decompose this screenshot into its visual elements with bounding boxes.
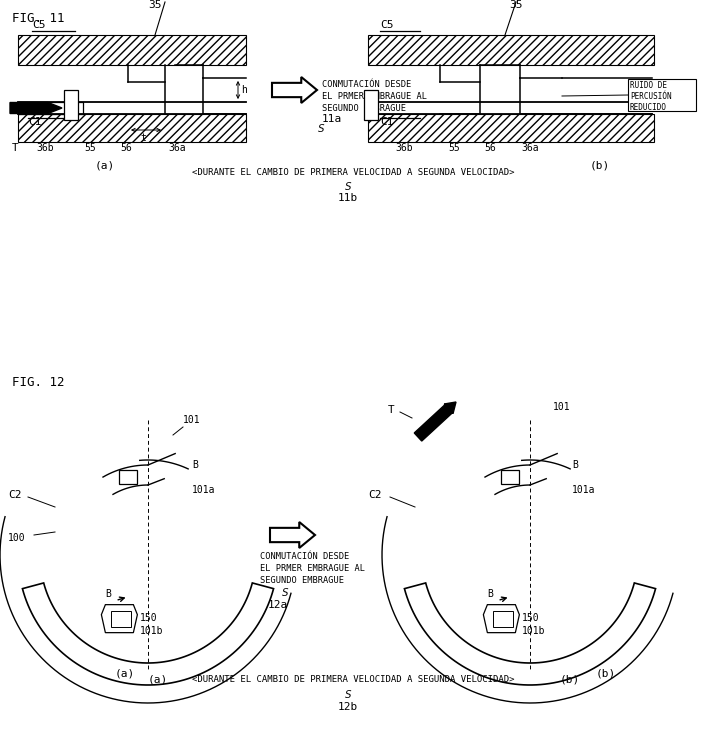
Text: (a): (a) bbox=[95, 160, 115, 170]
Bar bbox=[364, 90, 378, 120]
Text: 55: 55 bbox=[84, 143, 95, 153]
Text: T: T bbox=[388, 405, 395, 415]
Bar bbox=[112, 610, 132, 627]
Text: 36b: 36b bbox=[395, 143, 413, 153]
Text: 101b: 101b bbox=[139, 626, 163, 636]
Text: 11a: 11a bbox=[322, 114, 342, 124]
Text: C5: C5 bbox=[32, 20, 45, 30]
Polygon shape bbox=[272, 77, 317, 103]
Bar bbox=[18, 114, 246, 142]
FancyBboxPatch shape bbox=[119, 470, 136, 484]
Text: C5: C5 bbox=[380, 20, 394, 30]
Text: FIG. 11: FIG. 11 bbox=[12, 12, 64, 25]
Text: 56: 56 bbox=[120, 143, 132, 153]
Text: <DURANTE EL CAMBIO DE PRIMERA VELOCIDAD A SEGUNDA VELOCIDAD>: <DURANTE EL CAMBIO DE PRIMERA VELOCIDAD … bbox=[192, 168, 514, 177]
Bar bbox=[18, 35, 246, 65]
Text: FIG. 12: FIG. 12 bbox=[12, 376, 64, 389]
Bar bbox=[368, 114, 654, 142]
Text: 101b: 101b bbox=[521, 626, 545, 636]
Text: B: B bbox=[487, 589, 493, 598]
Bar bbox=[493, 610, 513, 627]
Polygon shape bbox=[101, 604, 137, 633]
Text: S: S bbox=[281, 588, 288, 598]
Text: B: B bbox=[192, 460, 198, 470]
Text: S: S bbox=[318, 124, 325, 134]
Text: 12b: 12b bbox=[338, 702, 358, 712]
Text: 12a: 12a bbox=[268, 600, 288, 610]
Polygon shape bbox=[23, 583, 274, 685]
Text: CONMUTACIÓN DESDE
EL PRMER EMBRAGUE AL
SEGUNDO EMBRAGUE: CONMUTACIÓN DESDE EL PRMER EMBRAGUE AL S… bbox=[322, 80, 427, 112]
FancyBboxPatch shape bbox=[501, 470, 519, 484]
Text: B: B bbox=[105, 589, 111, 598]
Text: C1: C1 bbox=[28, 117, 42, 127]
Text: C1: C1 bbox=[380, 117, 394, 127]
Text: 101: 101 bbox=[183, 415, 201, 425]
Bar bbox=[628, 79, 696, 111]
Text: 36b: 36b bbox=[36, 143, 54, 153]
Text: 150: 150 bbox=[139, 613, 157, 622]
Text: T: T bbox=[12, 143, 19, 153]
Text: 100: 100 bbox=[8, 533, 25, 543]
Text: B: B bbox=[572, 460, 578, 470]
Polygon shape bbox=[404, 583, 655, 685]
FancyArrow shape bbox=[10, 103, 62, 113]
Text: 35: 35 bbox=[148, 0, 162, 10]
Bar bbox=[368, 35, 654, 65]
Polygon shape bbox=[270, 522, 315, 548]
Text: 36a: 36a bbox=[521, 143, 539, 153]
Text: (b): (b) bbox=[560, 675, 580, 685]
Text: RUIDO DE
PERCUSIÓN
REDUCIDO: RUIDO DE PERCUSIÓN REDUCIDO bbox=[630, 81, 672, 112]
Text: 35: 35 bbox=[509, 0, 522, 10]
Text: (b): (b) bbox=[596, 668, 617, 678]
Text: h: h bbox=[241, 85, 247, 95]
Text: C2: C2 bbox=[368, 490, 382, 500]
Text: 101: 101 bbox=[553, 402, 571, 412]
Text: 150: 150 bbox=[521, 613, 539, 622]
Text: <DURANTE EL CAMBIO DE PRIMERA VELOCIDAD A SEGUNDA VELOCIDAD>: <DURANTE EL CAMBIO DE PRIMERA VELOCIDAD … bbox=[192, 675, 514, 684]
Text: C2: C2 bbox=[8, 490, 21, 500]
Text: S: S bbox=[344, 690, 351, 700]
Text: 56: 56 bbox=[484, 143, 496, 153]
FancyArrow shape bbox=[414, 402, 456, 441]
Text: (a): (a) bbox=[148, 675, 168, 685]
Text: 36a: 36a bbox=[168, 143, 186, 153]
Bar bbox=[18, 102, 83, 114]
Text: S: S bbox=[344, 182, 351, 192]
Text: 101a: 101a bbox=[572, 485, 595, 495]
Polygon shape bbox=[484, 604, 520, 633]
Text: CONMUTACIÓN DESDE
EL PRMER EMBRAGUE AL
SEGUNDO EMBRAGUE: CONMUTACIÓN DESDE EL PRMER EMBRAGUE AL S… bbox=[260, 552, 365, 584]
Text: 55: 55 bbox=[448, 143, 460, 153]
Text: t: t bbox=[140, 133, 146, 143]
Bar bbox=[64, 90, 78, 120]
Text: 101a: 101a bbox=[192, 485, 216, 495]
Text: (a): (a) bbox=[115, 668, 135, 678]
Text: (b): (b) bbox=[590, 160, 610, 170]
Text: 11b: 11b bbox=[338, 193, 358, 203]
